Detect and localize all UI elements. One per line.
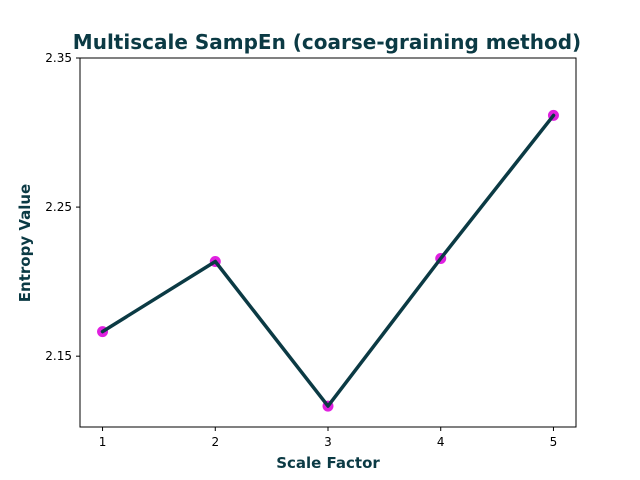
x-tick-label: 2	[211, 435, 219, 449]
series-layer	[97, 109, 559, 412]
x-tick-label: 4	[437, 435, 445, 449]
y-axis: 2.15 2.25 2.35	[45, 51, 80, 363]
y-tick-label: 2.15	[45, 349, 72, 363]
series-line	[100, 113, 556, 408]
y-tick-label: 2.25	[45, 200, 72, 214]
y-axis-label: Entropy Value	[16, 184, 34, 302]
y-tick-label: 2.35	[45, 51, 72, 65]
x-tick-label: 3	[324, 435, 332, 449]
chart-title: Multiscale SampEn (coarse-graining metho…	[73, 30, 581, 54]
x-tick-label: 1	[99, 435, 107, 449]
x-tick-label: 5	[550, 435, 558, 449]
x-axis: 1 2 3 4 5	[99, 427, 558, 449]
x-axis-label: Scale Factor	[276, 454, 380, 472]
plot-area	[79, 57, 577, 428]
